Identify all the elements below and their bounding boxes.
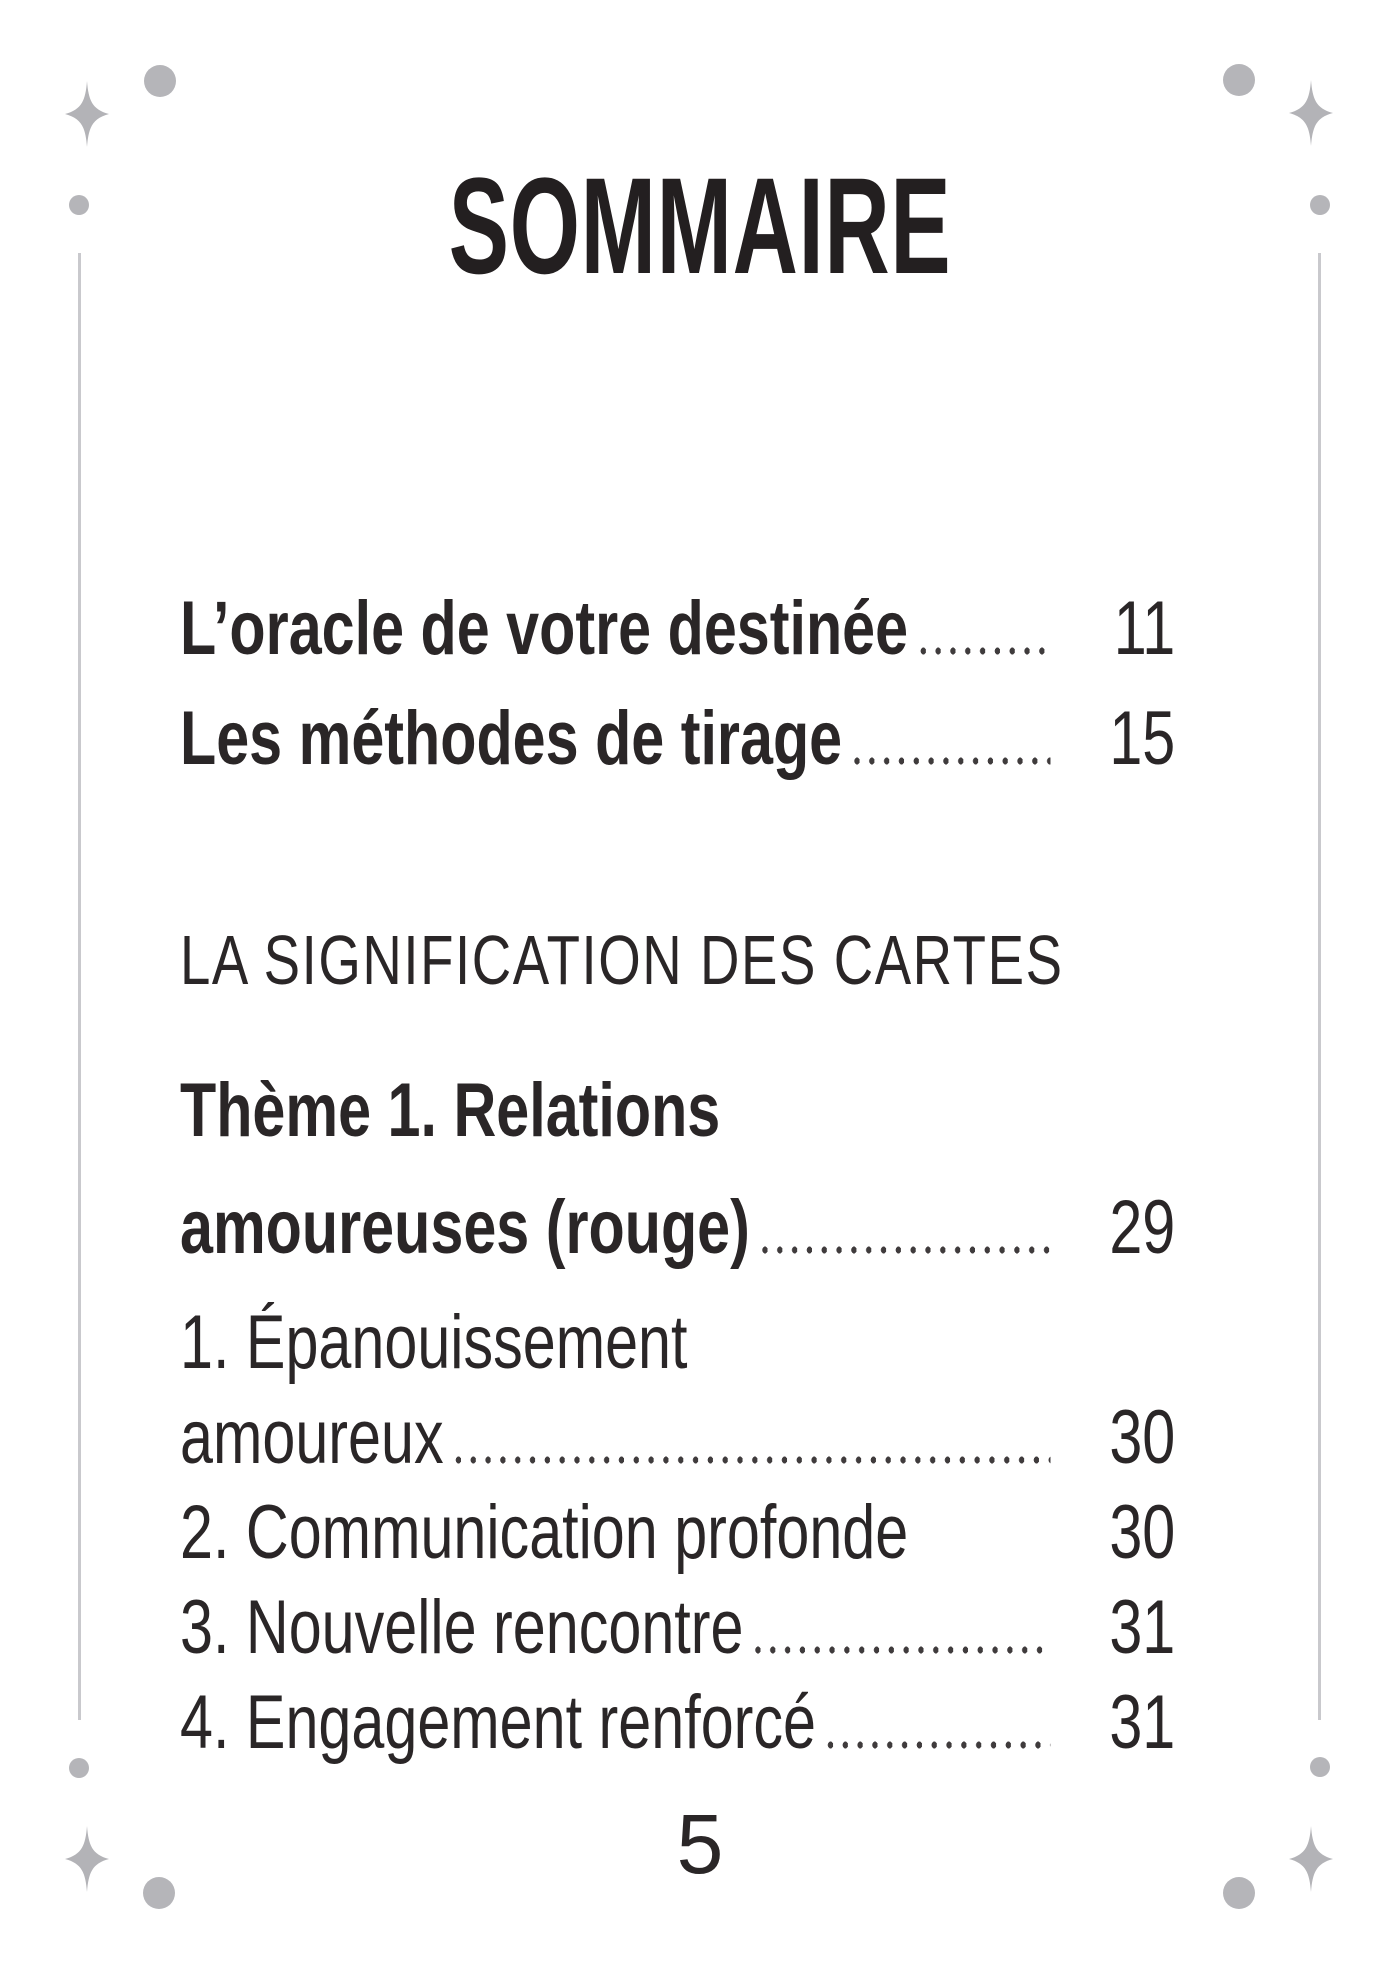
toc-entry-label: 3. Nouvelle rencontre <box>180 1585 744 1670</box>
toc-entry: LA SIGNIFICATION DES CARTES <box>180 918 1175 1013</box>
toc-entry-page: 30 <box>1109 1490 1176 1575</box>
dot-decoration <box>69 195 89 215</box>
dot-decoration <box>143 1877 175 1909</box>
page-border-line <box>1318 253 1321 1720</box>
toc-entry-label: 4. Engagement renforcé <box>180 1680 817 1765</box>
toc-entry-label: L’oracle de votre destinée <box>180 586 909 671</box>
toc-entry-label: 2. Communication profonde <box>180 1490 909 1575</box>
toc-entry-label: 1. Épanouissement <box>180 1300 688 1385</box>
toc-entry-label: LA SIGNIFICATION DES CARTES <box>180 921 1064 999</box>
page-title: SOMMAIRE <box>448 150 952 303</box>
toc-entry: Les méthodes de tirage 15 <box>180 693 1175 803</box>
dot-decoration <box>1310 195 1330 215</box>
dot-leader-icon <box>826 1741 1051 1749</box>
toc-entry-page: 31 <box>1109 1585 1176 1670</box>
toc-list: L’oracle de votre destinée 11 Les méthodes… <box>180 583 1175 1773</box>
toc-entry: 2. Communication profonde 30 <box>180 1488 1175 1583</box>
sparkle-icon <box>65 81 109 147</box>
toc-entry-label: amoureuses (rouge) <box>180 1185 750 1270</box>
toc-entry: 3. Nouvelle rencontre 31 <box>180 1583 1175 1678</box>
page-number: 5 <box>676 1797 724 1891</box>
toc-entry-page: 30 <box>1109 1395 1176 1480</box>
toc-entry: Thème 1. Relations <box>180 1066 1175 1183</box>
toc-entry-page: 15 <box>1109 696 1176 781</box>
toc-entry-page: 29 <box>1109 1185 1176 1270</box>
dot-leader-icon <box>919 647 1051 655</box>
dot-leader-icon <box>754 1646 1051 1654</box>
dot-decoration <box>1223 64 1255 96</box>
toc-entry-label: Les méthodes de tirage <box>180 696 843 781</box>
dot-leader-icon <box>853 757 1051 765</box>
toc-entry: L’oracle de votre destinée 11 <box>180 583 1175 693</box>
dot-leader-icon <box>454 1456 1051 1464</box>
toc-entry: amoureuses (rouge) 29 <box>180 1183 1175 1298</box>
toc-entry: 4. Engagement renforcé 31 <box>180 1678 1175 1773</box>
dot-leader-icon <box>760 1246 1051 1254</box>
toc-entry-page: 31 <box>1109 1680 1176 1765</box>
sparkle-icon <box>1289 80 1333 146</box>
sparkle-icon <box>65 1826 109 1892</box>
sparkle-icon <box>1289 1826 1333 1892</box>
toc-entry-label: Thème 1. Relations <box>180 1068 721 1153</box>
dot-decoration <box>69 1758 89 1778</box>
toc-entry: amoureux 30 <box>180 1393 1175 1488</box>
page-border-line <box>78 253 81 1720</box>
toc-entry-page: 11 <box>1113 586 1176 671</box>
dot-decoration <box>144 65 176 97</box>
dot-decoration <box>1310 1757 1330 1777</box>
toc-entry-label: amoureux <box>180 1395 444 1480</box>
toc-entry: 1. Épanouissement <box>180 1298 1175 1393</box>
dot-decoration <box>1223 1877 1255 1909</box>
